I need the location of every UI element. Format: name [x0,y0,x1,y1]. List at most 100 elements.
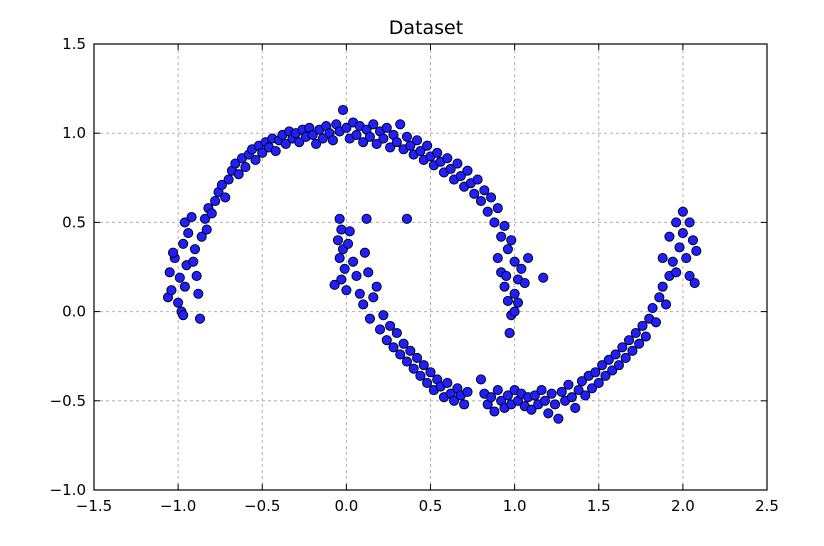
scatter-point [385,320,396,331]
scatter-point [509,288,520,299]
scatter-point [445,163,456,174]
scatter-point [667,256,678,267]
scatter-point [240,162,251,173]
scatter-point [178,238,189,249]
scatter-point [168,247,179,258]
scatter-point [546,388,557,399]
scatter-point [405,140,416,151]
scatter-point [529,390,540,401]
scatter-point [371,138,382,149]
scatter-point [418,360,429,371]
scatter-point [607,365,618,376]
scatter-point [677,228,688,239]
scatter-point [432,147,443,158]
scatter-point [378,310,389,321]
scatter-point [354,288,365,299]
scatter-point [650,317,662,328]
scatter-point [630,327,641,339]
scatter-point [164,267,175,278]
scatter-point [455,170,466,182]
scatter-point [368,292,379,303]
scatter-point [536,385,547,396]
scatter-point [482,206,493,217]
scatter-point [233,169,244,180]
scatter-point [496,231,507,242]
scatter-point [449,395,460,406]
scatter-point [327,135,338,146]
x-tick-label: 2.5 [755,497,779,515]
scatter-point [415,370,426,381]
scatter-point [361,213,372,224]
scatter-point [623,335,635,346]
scatter-point [388,342,399,353]
scatter-point [343,238,354,249]
scatter-point [613,360,624,371]
scatter-point [640,331,651,342]
scatter-point [368,119,379,130]
x-tick-label: −1.0 [160,497,196,515]
scatter-point [499,281,510,292]
x-tick-label: 2.0 [671,497,695,515]
x-tick-label: 1.0 [503,497,527,515]
scatter-point [401,213,412,224]
scatter-point [538,272,549,283]
scatter-point [563,379,574,390]
scatter-point [637,320,648,331]
scatter-point [597,360,608,371]
scatter-point [385,142,396,153]
scatter-point [174,272,185,283]
scatter-point [586,383,598,394]
scatter-point [178,310,189,321]
data-points [162,104,702,424]
scatter-point [220,192,231,203]
scatter-point [351,129,362,141]
scatter-point [351,270,362,281]
scatter-point [199,213,211,224]
scatter-point [329,279,340,290]
scatter-point [501,270,512,281]
x-tick-label: −1.5 [76,497,112,515]
scatter-point [422,377,433,389]
scatter-point [183,228,194,239]
scatter-point [381,122,392,133]
grid [94,44,767,490]
scatter-point [512,297,524,308]
chart-title: Dataset [389,17,463,39]
scatter-point [336,224,347,235]
scatter-point [374,324,386,335]
scatter-point [549,399,561,410]
scatter-point [475,374,487,385]
scatter-point [671,217,682,228]
scatter-point [257,147,268,158]
scatter-point [499,220,510,232]
scatter-point [341,122,352,133]
scatter-point [502,390,513,401]
scatter-point [363,267,374,278]
scatter-point [210,195,221,207]
scatter-point [502,295,513,306]
scatter-point [391,327,402,339]
scatter-point [395,349,406,360]
scatter-point [280,138,291,149]
scatter-point [664,231,675,242]
x-tick-label: 0.5 [419,497,443,515]
scatter-point [627,345,638,356]
scatter-point [337,104,349,116]
scatter-point [489,406,500,417]
scatter-point [526,404,537,415]
scatter-point [617,342,628,353]
scatter-point [684,217,695,228]
scatter-point [334,213,345,224]
scatter-point [193,288,204,299]
scatter-point [401,356,412,367]
scatter-point [364,313,375,324]
scatter-point [364,131,375,142]
scatter-point [516,263,527,274]
scatter-point [681,253,692,264]
scatter-point [593,377,604,389]
scatter-point [590,367,601,378]
y-tick-label: 0.0 [62,303,86,321]
x-tick-label: −0.5 [244,497,280,515]
scatter-point [189,244,200,255]
scatter-point [359,247,370,258]
